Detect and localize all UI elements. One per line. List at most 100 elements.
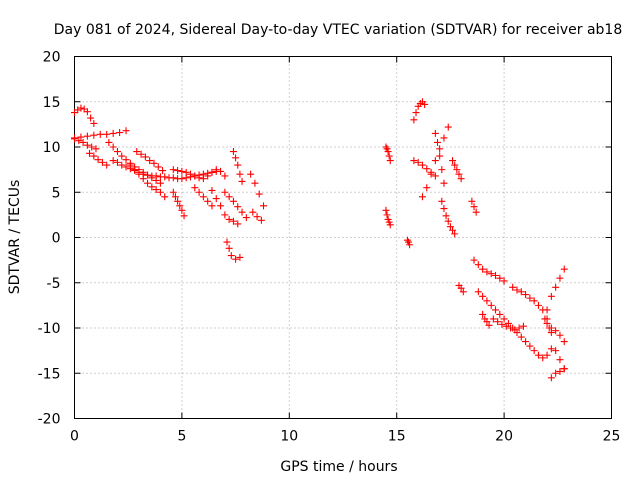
data-point <box>522 338 530 346</box>
data-point <box>199 175 207 183</box>
data-point <box>144 171 152 179</box>
data-point <box>459 288 467 296</box>
data-point <box>526 294 534 302</box>
data-point <box>440 179 448 187</box>
series-arc-11 <box>191 184 216 210</box>
data-point <box>449 157 457 165</box>
data-point <box>552 347 560 355</box>
x-tick-label: 25 <box>603 429 621 445</box>
data-point <box>468 197 476 205</box>
x-tick-label: 20 <box>495 429 513 445</box>
data-point <box>225 215 233 223</box>
data-point <box>229 197 237 205</box>
data-point <box>234 161 242 169</box>
data-point <box>440 205 448 213</box>
data-point <box>530 347 538 355</box>
data-point <box>83 141 91 149</box>
data-point <box>98 158 106 166</box>
data-point <box>176 202 184 210</box>
data-point <box>410 116 418 124</box>
data-point <box>195 188 203 196</box>
series-arc-10 <box>169 188 188 220</box>
data-point <box>494 318 502 326</box>
data-point <box>71 135 78 143</box>
axis-ticks <box>74 56 612 419</box>
data-point <box>139 175 147 183</box>
data-point <box>483 268 491 276</box>
data-point <box>204 172 212 180</box>
data-point <box>560 365 568 373</box>
data-point <box>470 256 478 264</box>
data-point <box>543 351 551 359</box>
y-axis-label: SDTVAR / TECUs <box>7 180 23 295</box>
data-points <box>71 98 568 382</box>
data-point <box>434 138 442 146</box>
data-point <box>423 165 431 173</box>
series-arc-35 <box>547 365 568 382</box>
data-point <box>152 186 160 194</box>
x-tick-labels: 0 5 10 15 20 25 <box>70 429 620 445</box>
series-arc-9 <box>169 166 229 183</box>
data-point <box>515 324 523 332</box>
data-point <box>449 226 457 234</box>
data-point <box>507 324 515 332</box>
data-point <box>543 306 551 314</box>
data-point <box>232 255 240 263</box>
series-arc-34 <box>541 315 555 337</box>
data-point <box>212 166 220 174</box>
data-point <box>522 291 530 299</box>
y-tick-label: -10 <box>38 321 61 337</box>
data-point <box>122 156 130 164</box>
data-point <box>161 173 169 181</box>
data-point <box>182 168 190 176</box>
data-point <box>96 130 104 138</box>
data-point <box>135 170 143 178</box>
data-point <box>141 153 149 161</box>
data-point <box>122 163 130 171</box>
series-arc-20 <box>403 236 414 249</box>
data-point <box>186 170 194 178</box>
data-point <box>539 354 547 362</box>
data-point <box>131 166 139 174</box>
data-point <box>547 374 555 382</box>
x-tick-label: 10 <box>280 429 298 445</box>
data-point <box>247 170 255 178</box>
data-point <box>225 193 233 201</box>
data-point <box>534 301 542 309</box>
series-arc-21 <box>410 98 429 124</box>
data-point <box>547 292 555 300</box>
data-point <box>438 197 446 205</box>
series-arc-17 <box>249 208 265 224</box>
y-tick-label: -15 <box>38 366 61 382</box>
data-point <box>156 188 164 196</box>
data-point <box>498 320 506 328</box>
data-point <box>79 138 87 146</box>
data-point <box>109 157 117 165</box>
data-point <box>229 148 237 156</box>
data-point <box>90 119 98 127</box>
data-point <box>500 315 508 323</box>
data-point <box>126 161 134 169</box>
data-point <box>169 188 177 196</box>
series-arc-28 <box>468 197 480 216</box>
grid-lines <box>74 56 612 419</box>
series-arc-2 <box>71 127 130 142</box>
data-point <box>431 129 439 137</box>
data-point <box>75 137 83 145</box>
data-point <box>103 130 111 138</box>
data-point <box>492 306 500 314</box>
data-point <box>144 179 152 187</box>
data-point <box>154 163 162 171</box>
data-point <box>208 186 216 194</box>
data-point <box>530 297 538 305</box>
data-point <box>221 172 229 180</box>
data-point <box>418 161 426 169</box>
series-arc-13 <box>223 238 244 263</box>
data-point <box>418 193 426 201</box>
data-point <box>242 214 250 222</box>
data-point <box>487 301 495 309</box>
data-point <box>133 148 141 156</box>
data-point <box>232 154 240 162</box>
x-tick-label: 15 <box>388 429 406 445</box>
